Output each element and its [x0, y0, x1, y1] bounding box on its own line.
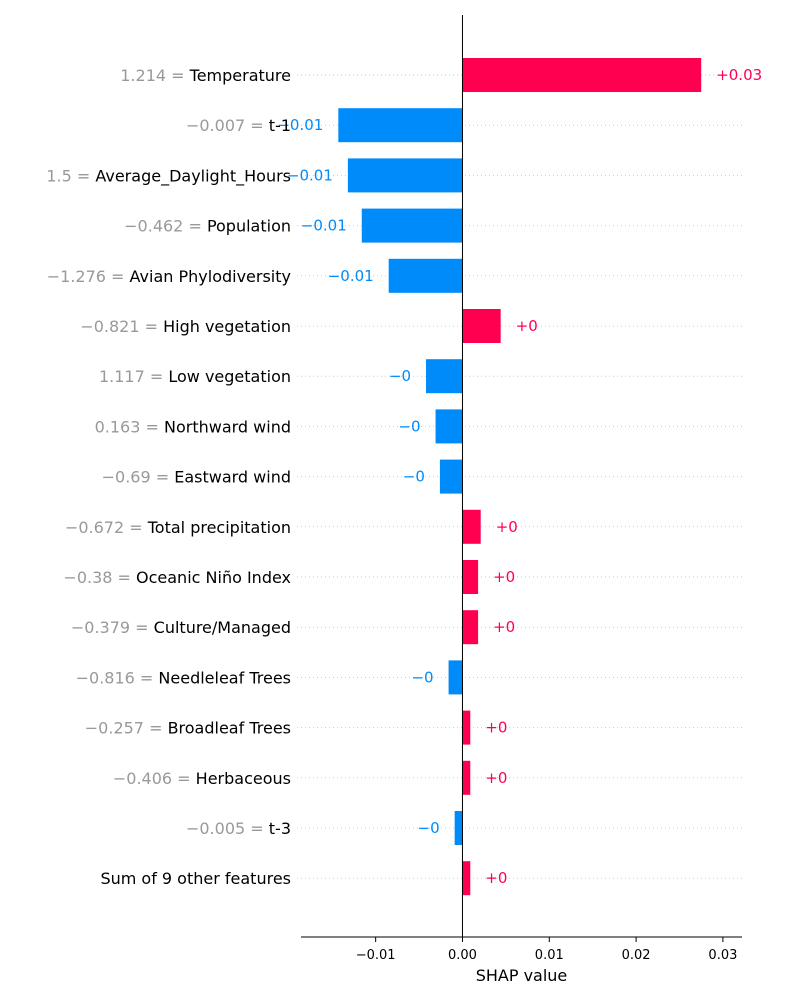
feature-name: Average_Daylight_Hours: [95, 166, 291, 186]
feature-label: 1.214 = Temperature: [120, 66, 291, 85]
bar: [388, 258, 463, 293]
feature-label: −1.276 = Avian Phylodiversity: [47, 267, 291, 286]
bar: [361, 208, 463, 243]
bar: [462, 861, 471, 896]
feature-name: Low vegetation: [168, 367, 291, 386]
bar: [347, 158, 463, 193]
feature-name: t-1: [269, 116, 291, 135]
feature-label: −0.462 = Population: [124, 217, 291, 236]
feature-value: −0.816 =: [76, 668, 159, 687]
bar: [338, 108, 463, 143]
feature-name: Eastward wind: [174, 468, 291, 487]
bar-value-label: −0: [403, 468, 425, 486]
feature-labels: 1.214 = Temperature −0.007 = t-1 1.5 = Ave…: [46, 66, 291, 888]
feature-value: 1.214 =: [120, 66, 189, 85]
x-tick-label: 0.00: [448, 948, 477, 963]
bar: [462, 760, 471, 795]
feature-value: −0.69 =: [102, 468, 175, 487]
x-tick-label: 0.03: [708, 948, 737, 963]
bar: [435, 409, 463, 444]
feature-value: 1.117 =: [99, 367, 168, 386]
bar-value-label: +0: [496, 518, 518, 536]
feature-label: −0.257 = Broadleaf Trees: [85, 719, 291, 738]
bar: [462, 309, 501, 343]
feature-name: t-3: [269, 819, 291, 838]
feature-name: Needleleaf Trees: [158, 668, 291, 687]
feature-label: −0.005 = t-3: [186, 819, 291, 838]
feature-value: −0.821 =: [80, 317, 163, 336]
feature-value: −0.005 =: [186, 819, 269, 838]
bar: [448, 660, 463, 695]
feature-label: Sum of 9 other features: [100, 869, 291, 888]
x-tick-label: −0.01: [356, 948, 396, 963]
bar-value-label: −0.01: [328, 267, 374, 285]
feature-label: −0.38 = Oceanic Niño Index: [63, 568, 291, 587]
feature-label: −0.406 = Herbaceous: [113, 769, 291, 788]
feature-label: −0.672 = Total precipitation: [65, 518, 291, 537]
bar-value-label: −0: [389, 367, 411, 385]
feature-value: 0.163 =: [95, 417, 164, 436]
feature-value: −0.672 =: [65, 518, 148, 537]
feature-label: 1.5 = Average_Daylight_Hours: [46, 166, 291, 186]
bar-value-label: +0: [493, 618, 515, 636]
bar-value-label: +0: [485, 719, 507, 737]
bar: [439, 459, 463, 494]
feature-name: Herbaceous: [196, 769, 291, 788]
bars: +0.03 −0.01 −0.01 −0.01 −0.01 +0 −0 −0 −0 +0 +0 +0 −…: [277, 58, 762, 896]
feature-label: −0.816 = Needleleaf Trees: [76, 668, 291, 687]
bar-value-label: −0: [418, 819, 440, 837]
feature-name: Temperature: [189, 66, 291, 85]
feature-value: −0.406 =: [113, 769, 196, 788]
bar-value-label: +0: [485, 869, 507, 887]
bar-value-label: −0: [398, 417, 420, 435]
bar: [462, 560, 479, 594]
feature-name: Northward wind: [164, 417, 291, 436]
bar-value-label: −0.01: [277, 116, 323, 134]
x-axis: −0.01 0.00 0.01 0.02 0.03: [301, 936, 742, 963]
bar-value-label: +0: [493, 568, 515, 586]
feature-label: 0.163 = Northward wind: [95, 417, 291, 436]
feature-value: 1.5 =: [46, 166, 95, 185]
bar: [462, 710, 471, 745]
bar: [462, 610, 479, 645]
feature-value: −0.007 =: [186, 116, 269, 135]
feature-value: −0.257 =: [85, 719, 168, 738]
feature-value: −1.276 =: [47, 267, 130, 286]
bar-value-label: +0: [516, 317, 538, 335]
bar: [426, 359, 463, 394]
feature-value: −0.379 =: [71, 618, 154, 637]
feature-name: Population: [207, 217, 291, 236]
feature-label: 1.117 = Low vegetation: [99, 367, 291, 386]
bar-value-label: −0: [411, 668, 433, 686]
feature-name: Broadleaf Trees: [168, 719, 291, 738]
bar: [462, 58, 702, 92]
feature-label: −0.69 = Eastward wind: [102, 468, 291, 487]
feature-name: Culture/Managed: [154, 618, 291, 637]
feature-label: −0.379 = Culture/Managed: [71, 618, 291, 637]
feature-label: −0.821 = High vegetation: [80, 317, 291, 336]
feature-name: Avian Phylodiversity: [130, 267, 291, 286]
feature-name: Oceanic Niño Index: [136, 568, 291, 587]
feature-name: High vegetation: [163, 317, 291, 336]
bar: [454, 811, 463, 845]
grid-lines: [297, 74, 742, 879]
feature-value: −0.462 =: [124, 217, 207, 236]
x-axis-title: SHAP value: [476, 966, 568, 985]
bar-value-label: −0.01: [301, 217, 347, 235]
bar: [462, 509, 481, 544]
bar-value-label: +0: [485, 769, 507, 787]
bar-value-label: −0.01: [287, 166, 333, 184]
bar-value-label: +0.03: [716, 66, 762, 84]
feature-name: Total precipitation: [147, 518, 291, 537]
x-tick-label: 0.01: [535, 948, 564, 963]
x-tick-label: 0.02: [622, 948, 651, 963]
feature-label: −0.007 = t-1: [186, 116, 291, 135]
feature-value: −0.38 =: [63, 568, 136, 587]
feature-name: Sum of 9 other features: [100, 869, 291, 888]
